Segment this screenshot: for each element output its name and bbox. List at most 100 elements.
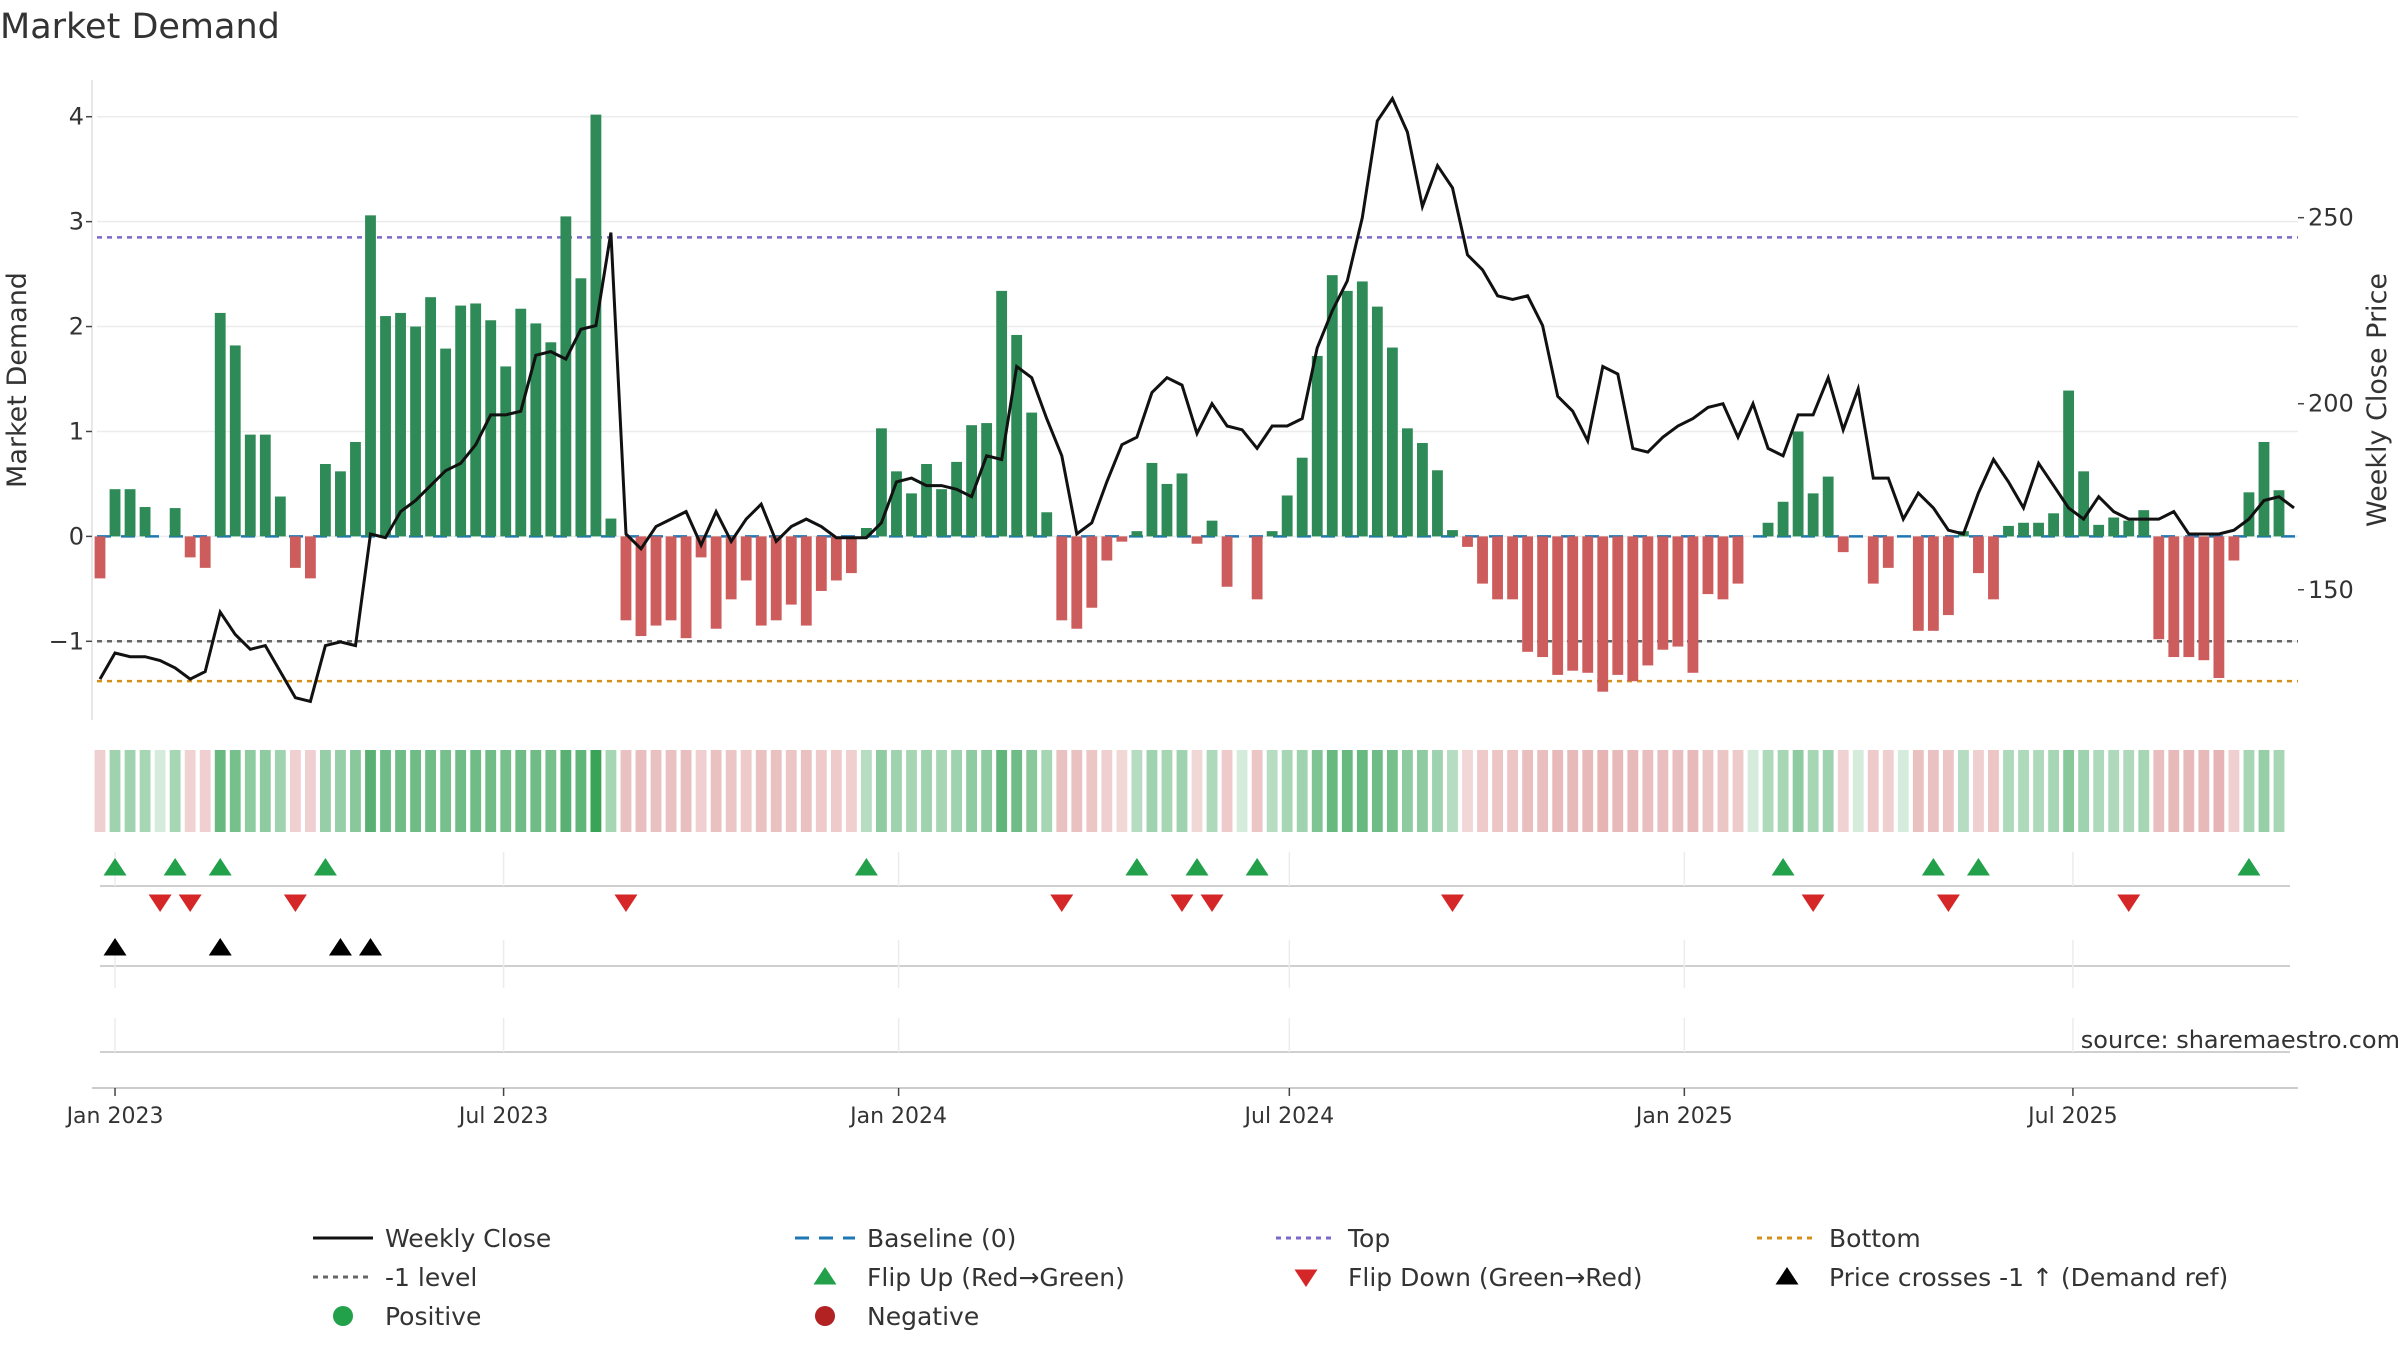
demand-bar-17 [350, 441, 361, 537]
demand-bar-15 [320, 464, 331, 537]
demand-bar-89 [1432, 470, 1443, 537]
strip-cell-54 [906, 750, 917, 832]
strip-cell-129 [2033, 750, 2044, 832]
strip-cell-10 [244, 750, 256, 832]
demand-bar-79 [1281, 495, 1293, 537]
demand-bar-48 [815, 536, 827, 591]
strip-cell-58 [966, 750, 978, 832]
strip-cell-91 [1462, 750, 1473, 832]
strip-cell-17 [350, 750, 361, 832]
demand-bar-90 [1447, 530, 1458, 537]
x-tick-label-1: Jul 2023 [457, 1104, 549, 1129]
strip-cell-37 [650, 750, 662, 832]
strip-cell-118 [1867, 750, 1879, 832]
strip-cell-48 [815, 750, 827, 832]
legend-tri-up-green: Flip Up (Red→Green) [813, 1263, 1125, 1292]
strip-cell-6 [184, 750, 196, 832]
demand-bar-123 [1942, 536, 1954, 616]
strip-cell-9 [229, 750, 241, 832]
demand-bar-81 [1311, 355, 1323, 537]
strip-cell-49 [830, 750, 842, 832]
strip-cell-8 [214, 750, 226, 832]
demand-bar-7 [199, 536, 211, 568]
strip-cell-69 [1131, 750, 1143, 832]
strip-cell-27 [500, 750, 512, 832]
demand-bar-55 [921, 464, 932, 537]
demand-bar-144 [2258, 441, 2270, 537]
demand-bar-113 [1792, 431, 1804, 537]
strip-cell-62 [1026, 750, 1038, 832]
demand-bar-94 [1507, 536, 1519, 600]
flip-down-marker-9 [1936, 894, 1960, 912]
flip-down-marker-7 [1440, 894, 1464, 912]
legend-circle-green-swatch [333, 1306, 353, 1326]
demand-bar-80 [1296, 457, 1308, 537]
strip-cell-12 [274, 750, 286, 832]
strip-cell-121 [1912, 750, 1924, 832]
demand-bar-107 [1702, 536, 1714, 595]
strip-cell-107 [1702, 750, 1714, 832]
chart-title: Market Demand [0, 7, 280, 47]
demand-bar-20 [395, 312, 406, 537]
demand-bar-115 [1822, 476, 1834, 537]
strip-cell-60 [996, 750, 1008, 832]
demand-bar-13 [289, 536, 301, 568]
demand-bar-47 [800, 536, 812, 626]
demand-bar-92 [1477, 536, 1488, 584]
demand-bar-109 [1732, 536, 1744, 584]
demand-bar-142 [2228, 536, 2240, 561]
y-tick-label-left-4: 0 [69, 522, 84, 550]
strip-cell-110 [1747, 750, 1759, 832]
strip-cell-75 [1221, 750, 1233, 832]
strip-cell-73 [1191, 750, 1203, 832]
demand-bar-134 [2108, 517, 2120, 537]
legend: Weekly Close Baseline (0) Top Bottom -1 leve… [313, 1224, 2228, 1331]
flip-down-marker-0 [148, 894, 172, 912]
strip-cell-109 [1732, 750, 1744, 832]
strip-cell-53 [891, 750, 902, 832]
strip-cell-15 [320, 750, 331, 832]
strip-cell-140 [2198, 750, 2210, 832]
strip-cell-33 [590, 750, 602, 832]
demand-bar-127 [2003, 525, 2014, 537]
strip-cell-96 [1537, 750, 1549, 832]
x-axis-ticks: Jan 2023 Jul 2023 Jan 2024 Jul 2024 Jan 2025… [65, 1087, 2298, 1129]
flip-down-marker-2 [283, 894, 307, 912]
demand-bar-73 [1191, 536, 1203, 544]
strip-cell-14 [304, 750, 316, 832]
demand-bar-145 [2273, 490, 2285, 537]
flip-up-marker-6 [1185, 858, 1209, 876]
strip-cell-84 [1356, 750, 1368, 832]
strip-cell-131 [2063, 750, 2075, 832]
strip-cell-0 [94, 750, 106, 832]
strip-cell-51 [860, 750, 872, 832]
strip-cell-102 [1627, 750, 1639, 832]
legend-tri-up-black: Price crosses -1 ↑ (Demand ref) [1775, 1263, 2228, 1292]
strip-cell-135 [2123, 750, 2135, 832]
strip-cell-42 [725, 750, 737, 832]
demand-bar-133 [2093, 524, 2105, 537]
strip-cell-4 [154, 750, 166, 832]
demand-bar-114 [1807, 493, 1819, 537]
strip-cell-124 [1958, 750, 1969, 832]
demand-bar-36 [635, 536, 647, 637]
legend-tri-up-black-swatch [1775, 1267, 1799, 1285]
demand-bar-96 [1537, 536, 1549, 658]
flip-up-marker-5 [1125, 858, 1149, 876]
strip-cell-128 [2018, 750, 2029, 832]
strip-cell-16 [335, 750, 346, 832]
demand-bar-59 [981, 423, 993, 537]
strip-cell-138 [2168, 750, 2180, 832]
strip-cell-111 [1762, 750, 1774, 832]
strip-cell-145 [2273, 750, 2285, 832]
axes: 4 3 2 1 0 −1 250 200 150 [49, 80, 2354, 720]
demand-bar-50 [845, 536, 857, 574]
strip-cell-28 [515, 750, 527, 832]
demand-bar-136 [2138, 510, 2150, 537]
demand-bar-37 [650, 536, 662, 626]
demand-bar-85 [1371, 306, 1383, 537]
demand-bar-138 [2168, 536, 2180, 658]
strip-cell-89 [1432, 750, 1443, 832]
strip-cell-31 [560, 750, 572, 832]
x-tick-label-5: Jul 2025 [2026, 1104, 2118, 1129]
